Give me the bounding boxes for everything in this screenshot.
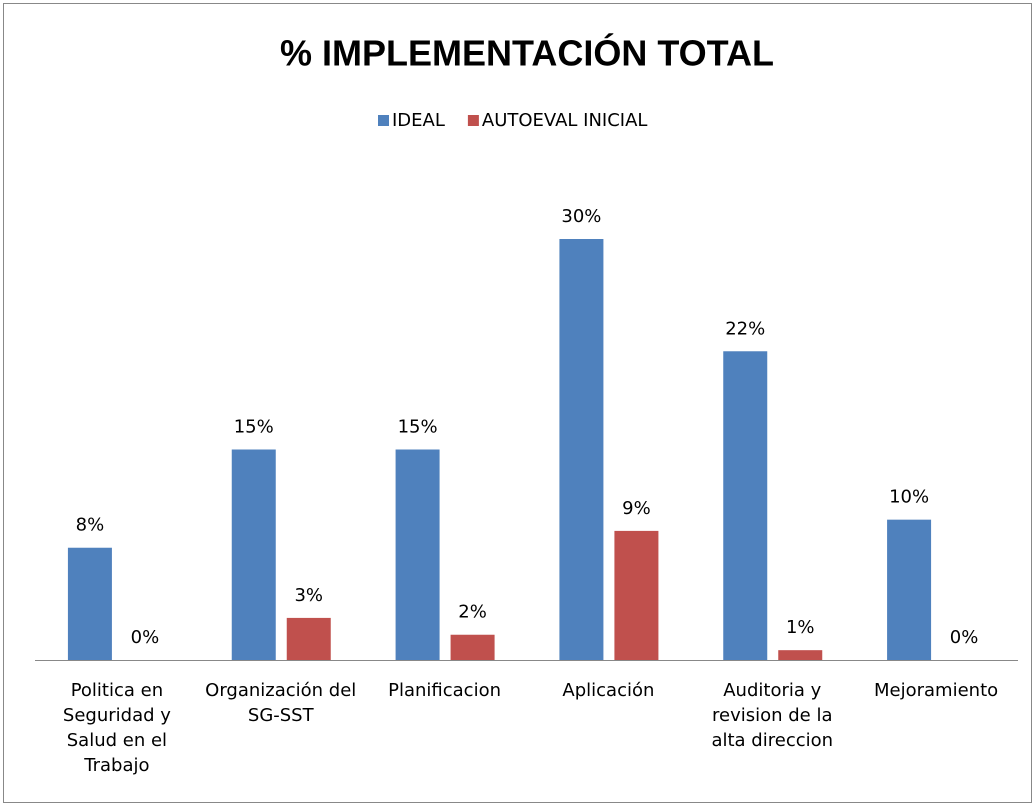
x-tick-label: Auditoria y revision de la alta direccio… bbox=[711, 680, 834, 751]
legend-label: IDEAL bbox=[392, 110, 445, 131]
data-label: 0% bbox=[131, 627, 160, 648]
data-label: 1% bbox=[786, 617, 815, 638]
bar bbox=[67, 547, 112, 660]
bar bbox=[614, 530, 659, 660]
data-label: 15% bbox=[234, 417, 274, 438]
bar bbox=[450, 634, 495, 660]
bar bbox=[559, 239, 604, 660]
x-tick-label: Planificacion bbox=[388, 680, 502, 701]
x-tick-label: Politica en Seguridad y Salud en el Trab… bbox=[62, 680, 171, 776]
data-label: 15% bbox=[398, 417, 438, 438]
legend-label: AUTOEVAL INICIAL bbox=[482, 110, 648, 131]
legend-swatch bbox=[378, 115, 389, 126]
data-label: 2% bbox=[458, 602, 487, 623]
bar bbox=[286, 617, 331, 660]
bar bbox=[231, 449, 276, 660]
data-label: 8% bbox=[76, 515, 105, 536]
x-tick-label: Aplicación bbox=[562, 680, 655, 701]
x-tick-label: Organización del SG-SST bbox=[205, 680, 357, 726]
chart-title: % IMPLEMENTACIÓN TOTAL bbox=[280, 32, 774, 74]
bar bbox=[887, 519, 932, 660]
data-label: 9% bbox=[622, 498, 651, 519]
data-label: 10% bbox=[889, 487, 929, 508]
chart-frame bbox=[3, 3, 1032, 803]
data-label: 30% bbox=[561, 206, 601, 227]
legend-swatch bbox=[467, 115, 479, 126]
bar bbox=[395, 449, 440, 660]
data-label: 3% bbox=[294, 585, 323, 606]
bar bbox=[778, 650, 823, 660]
data-label: 0% bbox=[950, 627, 979, 648]
data-label: 22% bbox=[725, 318, 765, 339]
x-tick-label: Mejoramiento bbox=[874, 680, 999, 701]
bar bbox=[723, 351, 768, 660]
